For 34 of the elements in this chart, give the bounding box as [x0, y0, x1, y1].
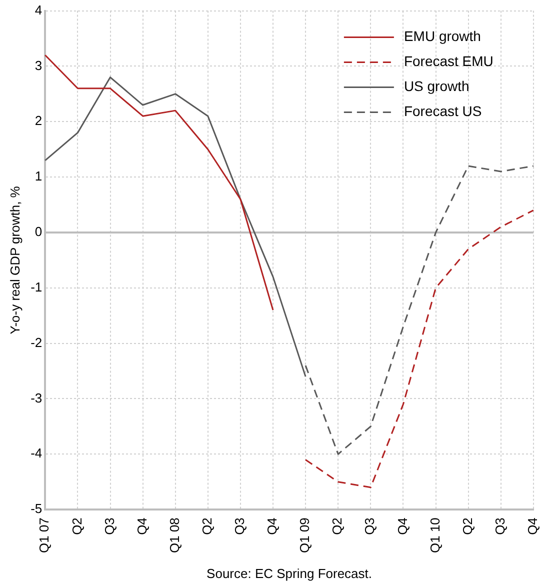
legend-label: EMU growth	[404, 28, 481, 44]
x-tick-label: Q3	[492, 518, 508, 535]
line-series	[304, 165, 534, 455]
x-tick-label: Q4	[524, 518, 540, 535]
y-tick-label: -2	[30, 334, 42, 350]
x-tick-label: Q4	[264, 518, 280, 535]
y-tick-label: 1	[34, 168, 42, 184]
legend-label: Forecast EMU	[404, 53, 494, 70]
x-tick-label: Q1 09	[297, 518, 312, 554]
legend-label: Forecast US	[404, 103, 482, 120]
x-tick-label: Q2	[330, 518, 345, 535]
y-tick-label: -3	[30, 390, 42, 406]
x-tick-label: Q4	[134, 518, 150, 535]
y-tick-label: 2	[34, 113, 42, 128]
x-tick-label: Q1 08	[166, 518, 182, 554]
y-tick-label: -4	[30, 446, 42, 461]
x-tick-label: Q2	[199, 518, 214, 535]
x-tick-label: Q4	[394, 518, 410, 535]
x-tick-label: Q3	[362, 518, 378, 535]
y-axis-title: Y-o-y real GDP growth, %	[7, 186, 22, 334]
y-tick-label: 4	[34, 2, 42, 18]
source-note: Source: EC Spring Forecast.	[206, 566, 372, 582]
x-tick-label: Q2	[460, 518, 475, 535]
y-tick-label: -5	[30, 501, 42, 516]
line-series	[304, 210, 534, 488]
x-tick-label: Q3	[102, 518, 117, 535]
y-tick-label: 3	[34, 58, 42, 73]
legend-label: US growth	[404, 78, 470, 94]
x-tick-label: Q1 07	[36, 518, 52, 554]
y-tick-label: -1	[30, 279, 42, 294]
x-tick-label: Q1 10	[427, 518, 442, 554]
y-tick-label: 0	[34, 224, 42, 240]
x-tick-label: Q2	[69, 518, 84, 535]
x-tick-label: Q3	[232, 518, 248, 535]
